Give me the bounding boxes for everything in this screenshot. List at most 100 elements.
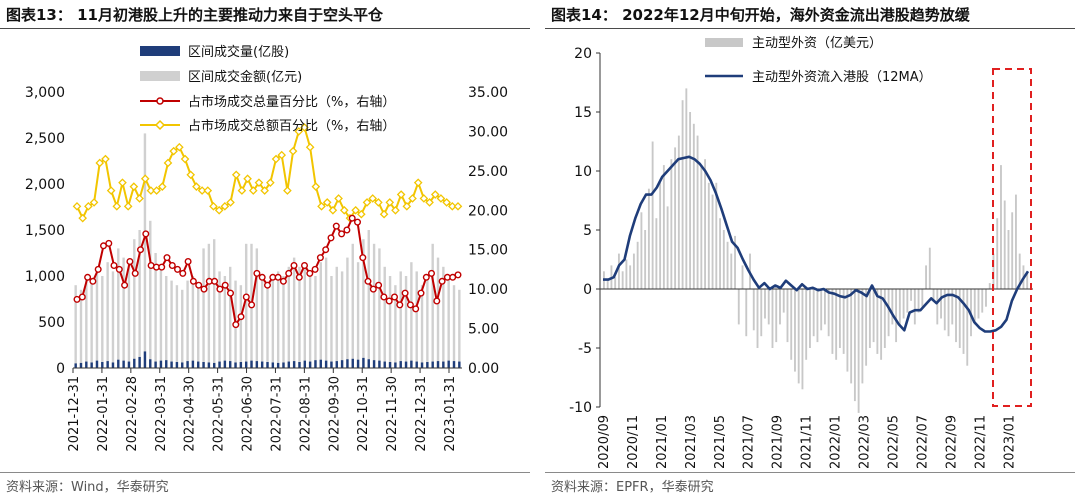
volume-bar bbox=[111, 362, 115, 368]
turnover-bar bbox=[303, 262, 306, 368]
turnover-bar bbox=[426, 276, 429, 368]
flow-bar bbox=[715, 182, 718, 289]
turnover-bar bbox=[202, 248, 205, 368]
turnover-bar bbox=[351, 243, 354, 368]
turnover-pct-marker bbox=[425, 198, 434, 207]
volume-bar bbox=[303, 360, 306, 368]
volume-pct-marker bbox=[422, 273, 430, 281]
turnover-pct-marker bbox=[277, 150, 287, 160]
x-tick-label: 2023/01 bbox=[1002, 415, 1017, 469]
volume-bar bbox=[447, 360, 450, 368]
turnover-pct-marker bbox=[271, 154, 281, 164]
flow-bar bbox=[771, 289, 774, 348]
flow-bar bbox=[737, 289, 740, 325]
turnover-bar bbox=[383, 266, 386, 368]
turnover-bar bbox=[276, 271, 280, 368]
flow-bar bbox=[812, 289, 815, 337]
turnover-pct-marker bbox=[357, 209, 366, 219]
volume-bar bbox=[101, 362, 104, 368]
volume-pct-marker bbox=[338, 230, 346, 238]
volume-pct-marker bbox=[232, 321, 240, 329]
flow-bar bbox=[614, 277, 617, 289]
turnover-bar bbox=[394, 285, 397, 368]
turnover-pct-marker bbox=[311, 182, 321, 191]
flow-bar bbox=[700, 165, 703, 289]
volume-pct-marker bbox=[417, 289, 425, 297]
flow-bar bbox=[756, 289, 759, 348]
turnover-bar bbox=[308, 271, 312, 368]
volume-pct-marker bbox=[253, 269, 261, 277]
volume-bar bbox=[197, 361, 200, 368]
turnover-pct-marker bbox=[260, 186, 269, 195]
legend-swatch bbox=[140, 46, 180, 56]
flow-bar bbox=[835, 289, 838, 360]
flow-bar bbox=[880, 289, 883, 360]
turnover-pct-marker bbox=[89, 198, 99, 207]
legend-label: 区间成交量(亿股) bbox=[188, 44, 289, 60]
y2-tick-label: 15.00 bbox=[468, 243, 508, 259]
volume-bar bbox=[330, 361, 333, 368]
turnover-pct-marker bbox=[192, 182, 201, 191]
flow-bar bbox=[647, 188, 650, 289]
volume-bar bbox=[287, 361, 291, 368]
volume-bar bbox=[202, 362, 205, 368]
flow-bar bbox=[704, 159, 706, 289]
highlight-box bbox=[992, 68, 1032, 407]
turnover-pct-marker bbox=[317, 202, 326, 211]
turnover-pct-marker bbox=[101, 154, 110, 164]
turnover-pct-marker bbox=[362, 198, 372, 207]
volume-bar bbox=[85, 361, 88, 368]
turnover-chart: 0 500 1,000 1,500 2,000 2,500 3,000 0.00 5.00 10.… bbox=[25, 44, 508, 452]
x-tick-label: 2022-08-31 bbox=[298, 376, 313, 452]
flow-bar bbox=[711, 194, 714, 289]
turnover-pct-marker bbox=[180, 154, 190, 164]
volume-bar bbox=[383, 361, 386, 368]
volume-pct-marker bbox=[380, 293, 388, 301]
turnover-pct-marker bbox=[402, 202, 412, 211]
flow-bar bbox=[632, 253, 635, 289]
flow-bar bbox=[794, 289, 796, 372]
turnover-pct-marker bbox=[123, 202, 133, 211]
volume-pct-marker bbox=[131, 269, 139, 277]
turnover-bar bbox=[372, 243, 376, 368]
flow-bar bbox=[846, 289, 849, 372]
turnover-bar bbox=[367, 230, 370, 368]
flow-bar bbox=[917, 289, 920, 313]
flow-bar bbox=[992, 253, 995, 289]
turnover-pct-marker bbox=[453, 202, 463, 211]
y-tick-label: 1,500 bbox=[25, 223, 65, 239]
turnover-bar bbox=[298, 266, 301, 368]
volume-pct-marker bbox=[173, 265, 181, 273]
turnover-pct-marker bbox=[231, 170, 241, 180]
volume-pct-marker bbox=[406, 301, 414, 309]
flow-bar bbox=[629, 265, 632, 289]
x-tick-label: 2022-06-30 bbox=[241, 376, 256, 452]
volume-pct-marker bbox=[200, 285, 208, 293]
volume-pct-marker bbox=[179, 269, 187, 277]
turnover-bar bbox=[90, 280, 93, 368]
chart-title: 图表13： 11月初港股上升的主要推动力来自于空头平仓 bbox=[6, 6, 383, 24]
turnover-bar bbox=[266, 285, 269, 368]
flow-bar bbox=[906, 289, 909, 313]
turnover-bar bbox=[197, 285, 200, 368]
turnover-bar bbox=[346, 257, 349, 368]
volume-bar bbox=[127, 361, 131, 368]
turnover-bar bbox=[213, 239, 216, 368]
turnover-pct-marker bbox=[334, 194, 343, 203]
x-tick-label: 2022/11 bbox=[973, 415, 988, 469]
legend-label: 占市场成交总额百分比（%，右轴） bbox=[188, 118, 395, 134]
flow-bar bbox=[797, 289, 800, 384]
flow-bar bbox=[820, 289, 823, 331]
volume-bar bbox=[271, 362, 275, 368]
turnover-bar bbox=[229, 266, 232, 368]
turnover-pct-marker bbox=[322, 198, 332, 207]
flow-bar bbox=[1018, 253, 1021, 289]
turnover-bar bbox=[154, 253, 157, 368]
flow-bar bbox=[625, 259, 628, 289]
turnover-bar bbox=[117, 248, 120, 368]
turnover-bar bbox=[431, 243, 434, 368]
volume-pct-marker bbox=[163, 254, 171, 262]
flow-bar bbox=[760, 289, 763, 337]
flow-bar bbox=[943, 289, 946, 331]
y2-tick-label: 20.00 bbox=[468, 203, 508, 219]
